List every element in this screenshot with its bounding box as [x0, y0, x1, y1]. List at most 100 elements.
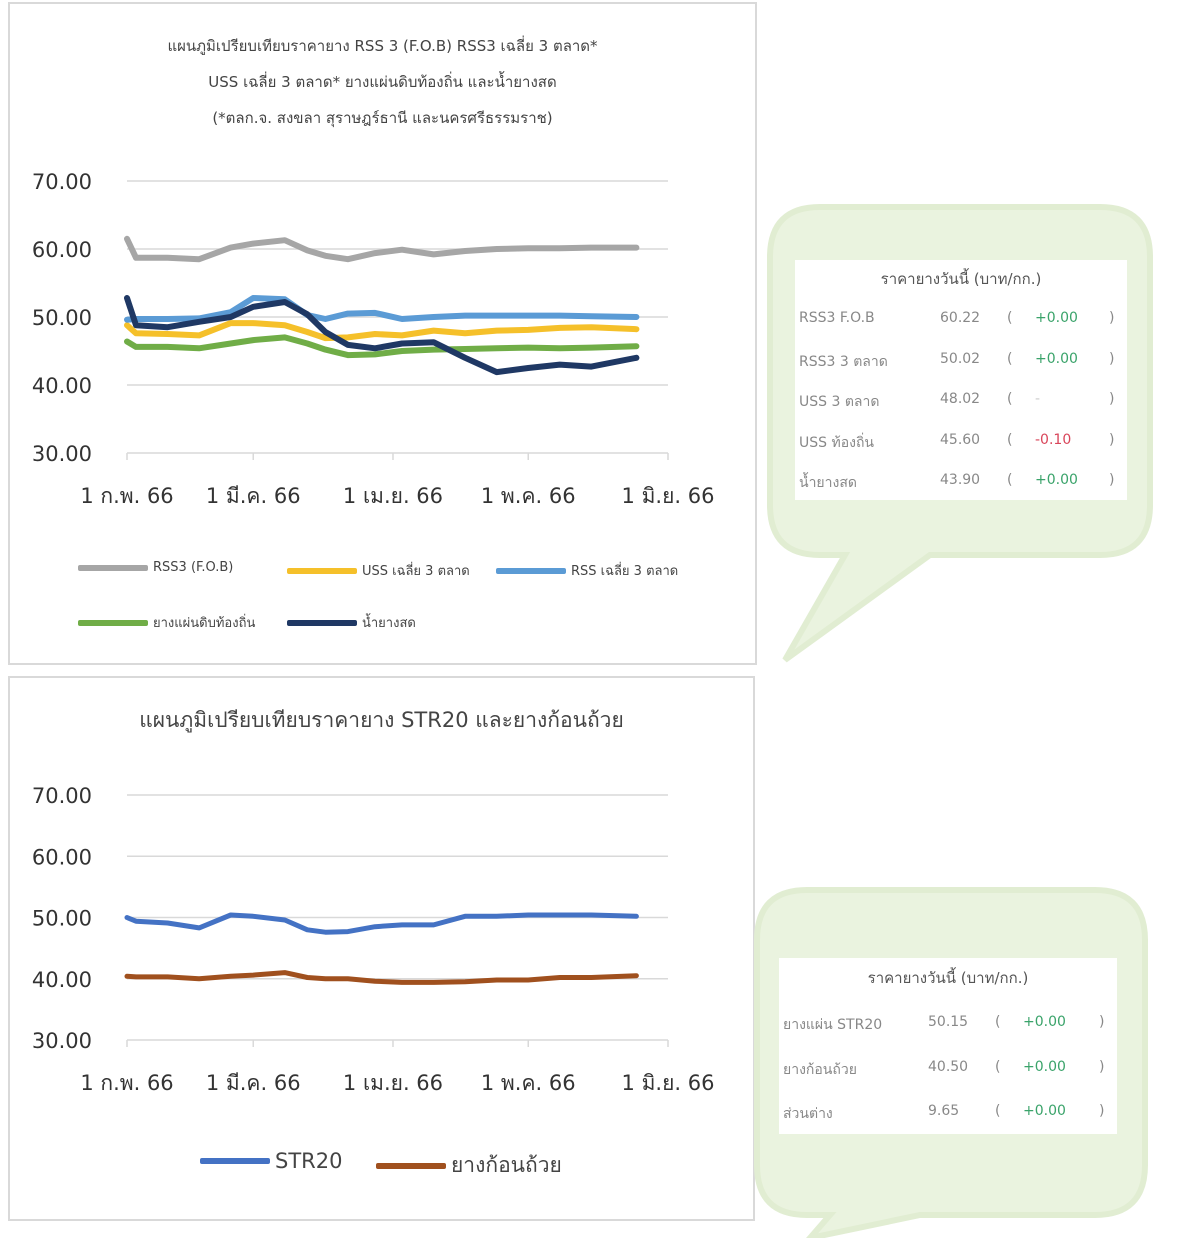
paren-open: ( [995, 1103, 1001, 1119]
price-value: 48.02 [940, 391, 981, 407]
legend-item-latex: น้ำยางสด [287, 612, 416, 633]
price-row: USS 3 ตลาด 48.02 ( -) [795, 391, 1127, 413]
y-tick-label: 40.00 [32, 374, 92, 398]
x-tick-label: 1 มี.ค. 66 [206, 484, 301, 508]
legend-swatch [78, 619, 148, 626]
price-row: ส่วนต่าง 9.65 ( +0.00) [779, 1103, 1117, 1125]
x-tick-label: 1 มิ.ย. 66 [622, 484, 715, 508]
y-tick-label: 50.00 [32, 306, 92, 330]
price-value: 40.50 [928, 1058, 969, 1075]
price-label: RSS3 3 ตลาด [799, 353, 888, 370]
x-tick-label: 1 เม.ย. 66 [343, 1071, 443, 1095]
chart-1-title-line-1: แผนภูมิเปรียบเทียบราคายาง RSS 3 (F.O.B) … [167, 37, 598, 55]
x-tick-label: 1 มิ.ย. 66 [622, 1071, 715, 1095]
legend-label: RSS3 (F.O.B) [153, 560, 234, 575]
legend-label: ยางแผ่นดิบท้องถิ่น [153, 616, 256, 631]
price-change: -0.10 [1035, 431, 1072, 448]
paren-open: ( [1007, 310, 1013, 326]
legend-swatch [287, 567, 357, 574]
paren-open: ( [1007, 431, 1013, 448]
price-table-1-heading: ราคายางวันนี้ (บาท/กก.) [880, 270, 1042, 288]
legend-label: USS เฉลี่ย 3 ตลาด [362, 564, 470, 579]
legend-label: RSS เฉลี่ย 3 ตลาด [571, 564, 679, 579]
price-row: USS ท้องถิ่น 45.60 (-0.10) [795, 432, 1127, 454]
x-tick-label: 1 มี.ค. 66 [206, 1071, 301, 1095]
price-label: ยางแผ่น STR20 [783, 1017, 883, 1033]
y-tick-label: 70.00 [32, 170, 92, 194]
paren-close: ) [1109, 472, 1115, 488]
price-label: RSS3 F.O.B [799, 310, 875, 326]
legend-label: STR20 [275, 1149, 343, 1173]
price-value: 45.60 [940, 431, 981, 448]
legend-item-str20: STR20 [200, 1149, 342, 1173]
paren-close: ) [1099, 1058, 1105, 1075]
chart-1-title-line-2: USS เฉลี่ย 3 ตลาด* ยางแผ่นดิบท้องถิ่น แล… [208, 73, 557, 91]
price-label: น้ำยางสด [799, 475, 857, 491]
legend-item-uss-3-markets: USS เฉลี่ย 3 ตลาด [287, 560, 470, 581]
paren-close: ) [1109, 391, 1115, 407]
paren-close: ) [1109, 431, 1115, 448]
paren-open: ( [1007, 350, 1013, 367]
legend-item-rss3-fob: RSS3 (F.O.B) [78, 560, 233, 575]
price-change: +0.00 [1023, 1014, 1066, 1030]
x-tick-label: 1 ก.พ. 66 [80, 484, 173, 508]
price-label: ยางก้อนถ้วย [783, 1061, 857, 1078]
price-label: ส่วนต่าง [783, 1106, 833, 1122]
y-tick-label: 50.00 [32, 907, 92, 931]
series-line-1 [124, 970, 639, 985]
price-row: น้ำยางสด 43.90 ( +0.00) [795, 472, 1127, 494]
legend-swatch [496, 567, 566, 574]
paren-open: ( [995, 1014, 1001, 1030]
x-tick-label: 1 พ.ค. 66 [481, 1071, 576, 1095]
legend-item-cup-lump: ยางก้อนถ้วย [376, 1149, 562, 1182]
price-value: 50.15 [928, 1014, 969, 1030]
chart-1-title: แผนภูมิเปรียบเทียบราคายาง RSS 3 (F.O.B) … [10, 28, 755, 136]
price-value: 50.02 [940, 350, 981, 367]
price-label: USS 3 ตลาด [799, 394, 880, 410]
series-line-0 [124, 912, 639, 935]
price-change: +0.00 [1023, 1103, 1066, 1119]
x-tick-label: 1 พ.ค. 66 [481, 484, 576, 508]
price-row: ยางแผ่น STR20 50.15 ( +0.00) [779, 1014, 1117, 1036]
price-value: 43.90 [940, 472, 981, 488]
y-tick-label: 30.00 [32, 442, 92, 466]
paren-open: ( [995, 1058, 1001, 1075]
legend-swatch [200, 1158, 270, 1164]
price-change: +0.00 [1035, 472, 1078, 488]
price-change: - [1035, 391, 1041, 407]
paren-open: ( [1007, 391, 1013, 407]
chart-panel-2: แผนภูมิเปรียบเทียบราคายาง STR20 และยางก้… [8, 676, 755, 1221]
price-table-2-heading: ราคายางวันนี้ (บาท/กก.) [867, 969, 1029, 987]
legend-label: น้ำยางสด [362, 616, 416, 631]
series-line-4 [124, 295, 640, 376]
price-value: 60.22 [940, 310, 981, 326]
y-tick-label: 30.00 [32, 1029, 92, 1053]
y-tick-label: 40.00 [32, 968, 92, 992]
legend-swatch [376, 1162, 446, 1169]
price-value: 9.65 [928, 1103, 960, 1119]
legend-item-local-sheet: ยางแผ่นดิบท้องถิ่น [78, 612, 255, 633]
series-line-0 [124, 235, 640, 263]
y-tick-label: 60.00 [32, 238, 92, 262]
paren-close: ) [1099, 1014, 1105, 1030]
price-change: +0.00 [1035, 310, 1078, 326]
paren-close: ) [1109, 350, 1115, 367]
paren-open: ( [1007, 472, 1013, 488]
legend-label: ยางก้อนถ้วย [451, 1153, 562, 1177]
price-row: RSS3 3 ตลาด 50.02 (+0.00) [795, 351, 1127, 373]
y-tick-label: 60.00 [32, 845, 92, 869]
paren-close: ) [1099, 1103, 1105, 1119]
series-line-2 [124, 295, 640, 323]
series-line-3 [124, 334, 640, 359]
chart-1-title-line-3: (*ตลก.จ. สงขลา สุราษฎร์ธานี และนครศรีธรร… [212, 109, 553, 127]
price-table-2: ราคายางวันนี้ (บาท/กก.) ยางแผ่น STR20 50.… [779, 958, 1117, 1134]
x-tick-label: 1 ก.พ. 66 [80, 1071, 173, 1095]
legend-item-rss-3-markets: RSS เฉลี่ย 3 ตลาด [496, 560, 678, 581]
series-line-1 [124, 320, 640, 342]
price-table-1: ราคายางวันนี้ (บาท/กก.) RSS3 F.O.B 60.22 (… [795, 260, 1127, 500]
legend-swatch [287, 619, 357, 626]
chart-2-title: แผนภูมิเปรียบเทียบราคายาง STR20 และยางก้… [139, 708, 624, 732]
chart-1-plot: 30.00 40.00 50.00 60.00 70.00 1 ก.พ. 66 1 มี.ค… [32, 170, 715, 508]
paren-close: ) [1109, 310, 1115, 326]
